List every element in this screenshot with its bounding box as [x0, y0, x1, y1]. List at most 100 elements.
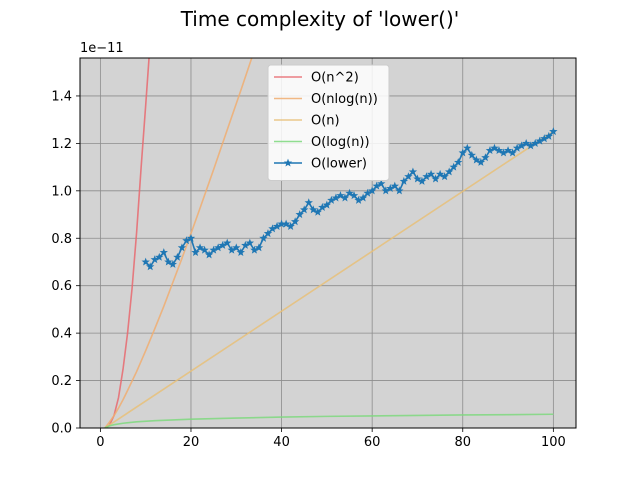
series-4-point-50 — [367, 186, 377, 195]
y-tick-label-3: 0.6 — [51, 279, 72, 294]
y-scale-label: 1e−11 — [80, 41, 124, 56]
y-tick-label-5: 1.0 — [51, 184, 72, 199]
series-4-point-28 — [268, 224, 277, 233]
series-4-point-84 — [521, 138, 531, 147]
series-4-point-61 — [417, 176, 427, 185]
series-4-point-65 — [435, 169, 445, 178]
series-4-point-41 — [327, 195, 336, 204]
series-4-point-32 — [286, 222, 295, 230]
chart-title: Time complexity of 'lower()' — [180, 7, 460, 31]
series-4-point-77 — [490, 143, 499, 152]
series-4-point-48 — [358, 193, 368, 202]
series-4-point-68 — [449, 162, 458, 171]
series-4-point-53 — [381, 186, 390, 195]
series-4-point-83 — [517, 141, 526, 150]
series-4-point-69 — [454, 157, 463, 166]
series-4-point-85 — [526, 141, 535, 150]
series-4-point-81 — [508, 148, 517, 157]
series-4-point-82 — [512, 143, 522, 152]
legend-label-0: O(n^2) — [311, 71, 359, 86]
series-4-point-29 — [272, 222, 282, 230]
legend-label-2: O(n) — [311, 114, 340, 129]
series-4-point-37 — [309, 205, 318, 214]
series-4-point-14 — [204, 250, 214, 259]
series-4-point-34 — [295, 210, 304, 219]
series-4-point-2 — [150, 255, 159, 264]
series-4-point-36 — [304, 198, 313, 207]
series-4-point-6 — [168, 259, 178, 268]
series-4-point-62 — [422, 172, 431, 181]
series-4-point-24 — [250, 245, 259, 254]
series-4-point-42 — [331, 193, 341, 202]
series-4-point-80 — [503, 146, 513, 155]
series-4-point-52 — [377, 179, 386, 188]
series-4-point-86 — [531, 138, 540, 147]
series-4-point-23 — [245, 238, 255, 247]
series-4-point-27 — [263, 229, 273, 238]
series-layer — [104, 58, 558, 428]
legend-label-4: O(lower) — [311, 157, 367, 172]
series-4-point-8 — [177, 243, 187, 252]
series-4-point-17 — [218, 240, 227, 249]
series-4-point-39 — [318, 203, 327, 211]
series-4-point-13 — [200, 245, 209, 254]
series-4-point-88 — [540, 134, 549, 143]
series-4-point-72 — [467, 150, 476, 159]
series-4-point-5 — [164, 257, 173, 266]
x-tick-label-2: 40 — [273, 435, 290, 450]
series-4-point-63 — [426, 169, 436, 178]
y-tick-label-0: 0.0 — [51, 422, 72, 437]
series-4-point-60 — [413, 174, 422, 183]
series-4-point-75 — [481, 153, 490, 162]
legend-label-3: O(log(n)) — [311, 135, 370, 150]
series-4-point-66 — [440, 172, 449, 181]
y-tick-label-4: 0.8 — [51, 232, 72, 247]
series-4-point-1 — [146, 262, 155, 271]
legend-box — [267, 64, 390, 181]
series-4-point-7 — [173, 252, 182, 261]
series-4-point-25 — [254, 243, 264, 252]
legend: O(n^2) O(nlog(n)) O(n) O(log(n)) O(lower) — [267, 64, 390, 181]
series-4-point-70 — [458, 148, 467, 157]
series-4-point-11 — [191, 248, 200, 257]
series-4-point-21 — [236, 248, 245, 257]
x-tick-label-3: 60 — [364, 435, 381, 450]
y-tick-label-7: 1.4 — [51, 89, 72, 104]
series-4-point-54 — [386, 184, 395, 193]
series-4-point-71 — [463, 143, 472, 152]
series-4-point-9 — [182, 236, 191, 245]
series-4-point-76 — [485, 146, 495, 155]
series-4-point-45 — [345, 188, 354, 197]
plot-frame — [79, 57, 577, 429]
series-4-point-35 — [300, 205, 309, 214]
series-4-point-10 — [186, 233, 196, 242]
series-4-point-0 — [141, 257, 150, 266]
series-4-point-26 — [259, 233, 268, 242]
series-4-point-30 — [277, 219, 286, 228]
series-4-point-57 — [399, 176, 409, 185]
y-tick-label-1: 0.2 — [51, 374, 72, 389]
series-4-point-87 — [535, 136, 544, 145]
series-4-point-67 — [444, 167, 454, 176]
series-4-point-55 — [390, 181, 399, 190]
series-4-point-12 — [195, 243, 205, 252]
series-4-point-79 — [499, 148, 508, 157]
series-1-line — [104, 58, 253, 428]
y-tick-label-6: 1.2 — [51, 137, 72, 152]
series-4-point-49 — [363, 188, 372, 197]
series-4-point-20 — [232, 243, 241, 252]
series-4-point-47 — [354, 195, 363, 204]
series-4-point-58 — [404, 172, 413, 181]
x-tick-label-0: 0 — [96, 435, 104, 450]
series-4-point-89 — [544, 131, 554, 140]
series-4-point-4 — [159, 248, 168, 257]
series-4-point-40 — [322, 200, 332, 209]
x-tick-label-1: 20 — [183, 435, 200, 450]
series-3-line — [104, 413, 554, 428]
legend-label-1: O(nlog(n)) — [311, 92, 378, 107]
series-4-point-31 — [281, 219, 291, 228]
series-4-point-78 — [494, 146, 504, 155]
x-tick-label-4: 80 — [454, 435, 471, 450]
